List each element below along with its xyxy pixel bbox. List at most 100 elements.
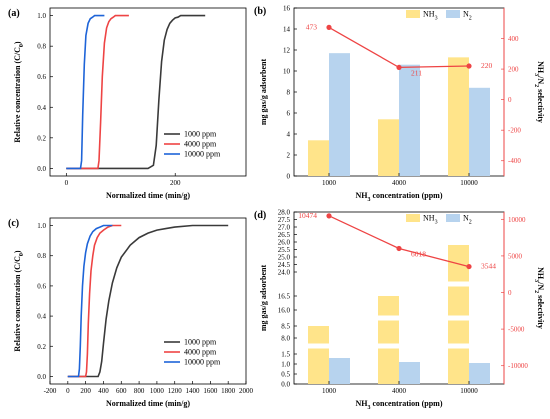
bar-NH₃-4000 (378, 119, 399, 176)
x-tick-label: 600 (116, 387, 127, 395)
y-axis-label: Relative concentration (C/C0) (13, 250, 25, 352)
legend-label: 4000 ppm (184, 348, 217, 357)
bar-N₂-4000 (399, 64, 420, 176)
y-right-tick-label: 200 (508, 66, 519, 74)
y-tick-label: 1.0 (281, 361, 290, 369)
y-tick-label: 0.4 (37, 104, 46, 112)
x-tick-label: 200 (170, 179, 181, 187)
x-tick-label: 1400 (186, 387, 201, 395)
y-axis-label: mg gas/g adsorbent (259, 265, 268, 332)
y-right-tick-label: 5000 (508, 252, 523, 260)
selectivity-point (396, 245, 402, 252)
y-right-axis-label: NH3/N2 selectivity (533, 61, 545, 123)
plot-frame (49, 217, 247, 385)
y-tick-label: 0.8 (37, 43, 46, 51)
legend-swatch (406, 10, 420, 18)
x-tick-label: 2000 (239, 387, 254, 395)
y-tick-label: 12 (283, 47, 291, 55)
selectivity-point (466, 63, 472, 69)
y-tick-label: 25.0 (278, 254, 291, 262)
y-tick-label: 1.5 (281, 351, 290, 359)
bar-N₂-1000 (329, 53, 350, 176)
selectivity-label: 10474 (298, 211, 317, 220)
y-tick-label: 8 (287, 89, 291, 97)
y-tick-label: 0.0 (281, 381, 290, 389)
panel-label: (c) (8, 218, 19, 229)
y-tick-label: 0.2 (37, 134, 46, 142)
legend-label: N2 (463, 214, 472, 226)
y-tick-label: 0.0 (37, 165, 46, 173)
y-tick-label: 10 (283, 68, 291, 76)
y-tick-label: 16 (283, 5, 291, 13)
y-tick-label: 14 (283, 26, 291, 34)
x-tick-label: 0 (65, 179, 69, 187)
x-tick-label: 4000 (392, 387, 407, 395)
y-tick-label: 27.5 (278, 216, 291, 224)
x-tick-label: 1800 (221, 387, 236, 395)
y-right-tick-label: -400 (508, 157, 521, 165)
bar-NH₃-4000 (378, 296, 399, 384)
x-tick-label: 0 (66, 387, 70, 395)
x-tick-label: 10000 (460, 179, 478, 187)
legend-swatch (406, 214, 420, 222)
y-tick-label: 0.4 (37, 313, 46, 321)
legend-label: 1000 ppm (184, 130, 217, 139)
bar-N₂-10000 (469, 363, 490, 384)
bar-N₂-10000 (469, 87, 490, 176)
bar-NH₃-10000 (448, 57, 469, 176)
y-tick-label: 25.5 (278, 246, 291, 254)
y-right-axis-label: NH3/N2 selectivity (533, 267, 545, 329)
y-tick-label: 0.5 (281, 371, 290, 379)
bar-NH₃-10000 (448, 245, 469, 384)
y-tick-label: 28.0 (278, 209, 291, 217)
y-tick-label: 24.0 (278, 269, 291, 277)
y-right-tick-label: -10000 (508, 362, 528, 370)
y-tick-label: 0.0 (37, 373, 46, 381)
y-axis-label: mg gas/g adsorbent (259, 59, 268, 126)
x-axis-label: Normalized time (min/g) (106, 399, 190, 408)
y-axis-label: Relative concentration (C/C0) (13, 41, 25, 143)
selectivity-point (326, 24, 332, 30)
selectivity-label: 6018 (411, 249, 426, 258)
x-axis-label: NH3 concentration (ppm) (356, 191, 443, 203)
bar-NH₃-1000 (308, 326, 329, 384)
bar-N₂-1000 (329, 358, 350, 384)
panel-label: (d) (254, 210, 266, 221)
bar-N₂-4000 (399, 362, 420, 384)
y-tick-label: 0.8 (37, 252, 46, 260)
y-right-tick-label: 400 (508, 35, 519, 43)
selectivity-label: 473 (306, 22, 318, 31)
y-tick-label: 8.0 (281, 335, 290, 343)
selectivity-label: 3544 (481, 262, 496, 271)
y-right-tick-label: -200 (508, 127, 521, 135)
panel-label: (b) (254, 6, 266, 17)
legend-label: 1000 ppm (184, 338, 217, 347)
y-tick-label: 27.0 (278, 224, 291, 232)
x-tick-label: 1000 (322, 179, 337, 187)
axis-break (295, 315, 503, 321)
legend-swatch (446, 10, 460, 18)
x-tick-label: 10000 (460, 387, 478, 395)
y-tick-label: 8.5 (281, 323, 290, 331)
legend-label: 10000 ppm (184, 358, 221, 367)
y-right-tick-label: 0 (508, 96, 512, 104)
y-tick-label: 1.0 (37, 222, 46, 230)
y-tick-label: 2 (287, 152, 291, 160)
legend-label: NH3 (423, 214, 438, 226)
y-tick-label: 24.5 (278, 261, 291, 269)
legend-label: 4000 ppm (184, 140, 217, 149)
x-tick-label: 800 (134, 387, 145, 395)
plot-frame (49, 7, 247, 177)
axis-break (295, 281, 503, 287)
selectivity-point (466, 263, 472, 270)
legend-label: 10000 ppm (184, 150, 221, 159)
x-tick-label: 400 (98, 387, 109, 395)
x-tick-label: 1200 (168, 387, 183, 395)
series-line-4000-ppm (66, 14, 129, 170)
y-tick-label: 26.0 (278, 239, 291, 247)
x-tick-label: 1000 (150, 387, 165, 395)
y-tick-label: 0.2 (37, 343, 46, 351)
x-tick-label: 200 (80, 387, 91, 395)
